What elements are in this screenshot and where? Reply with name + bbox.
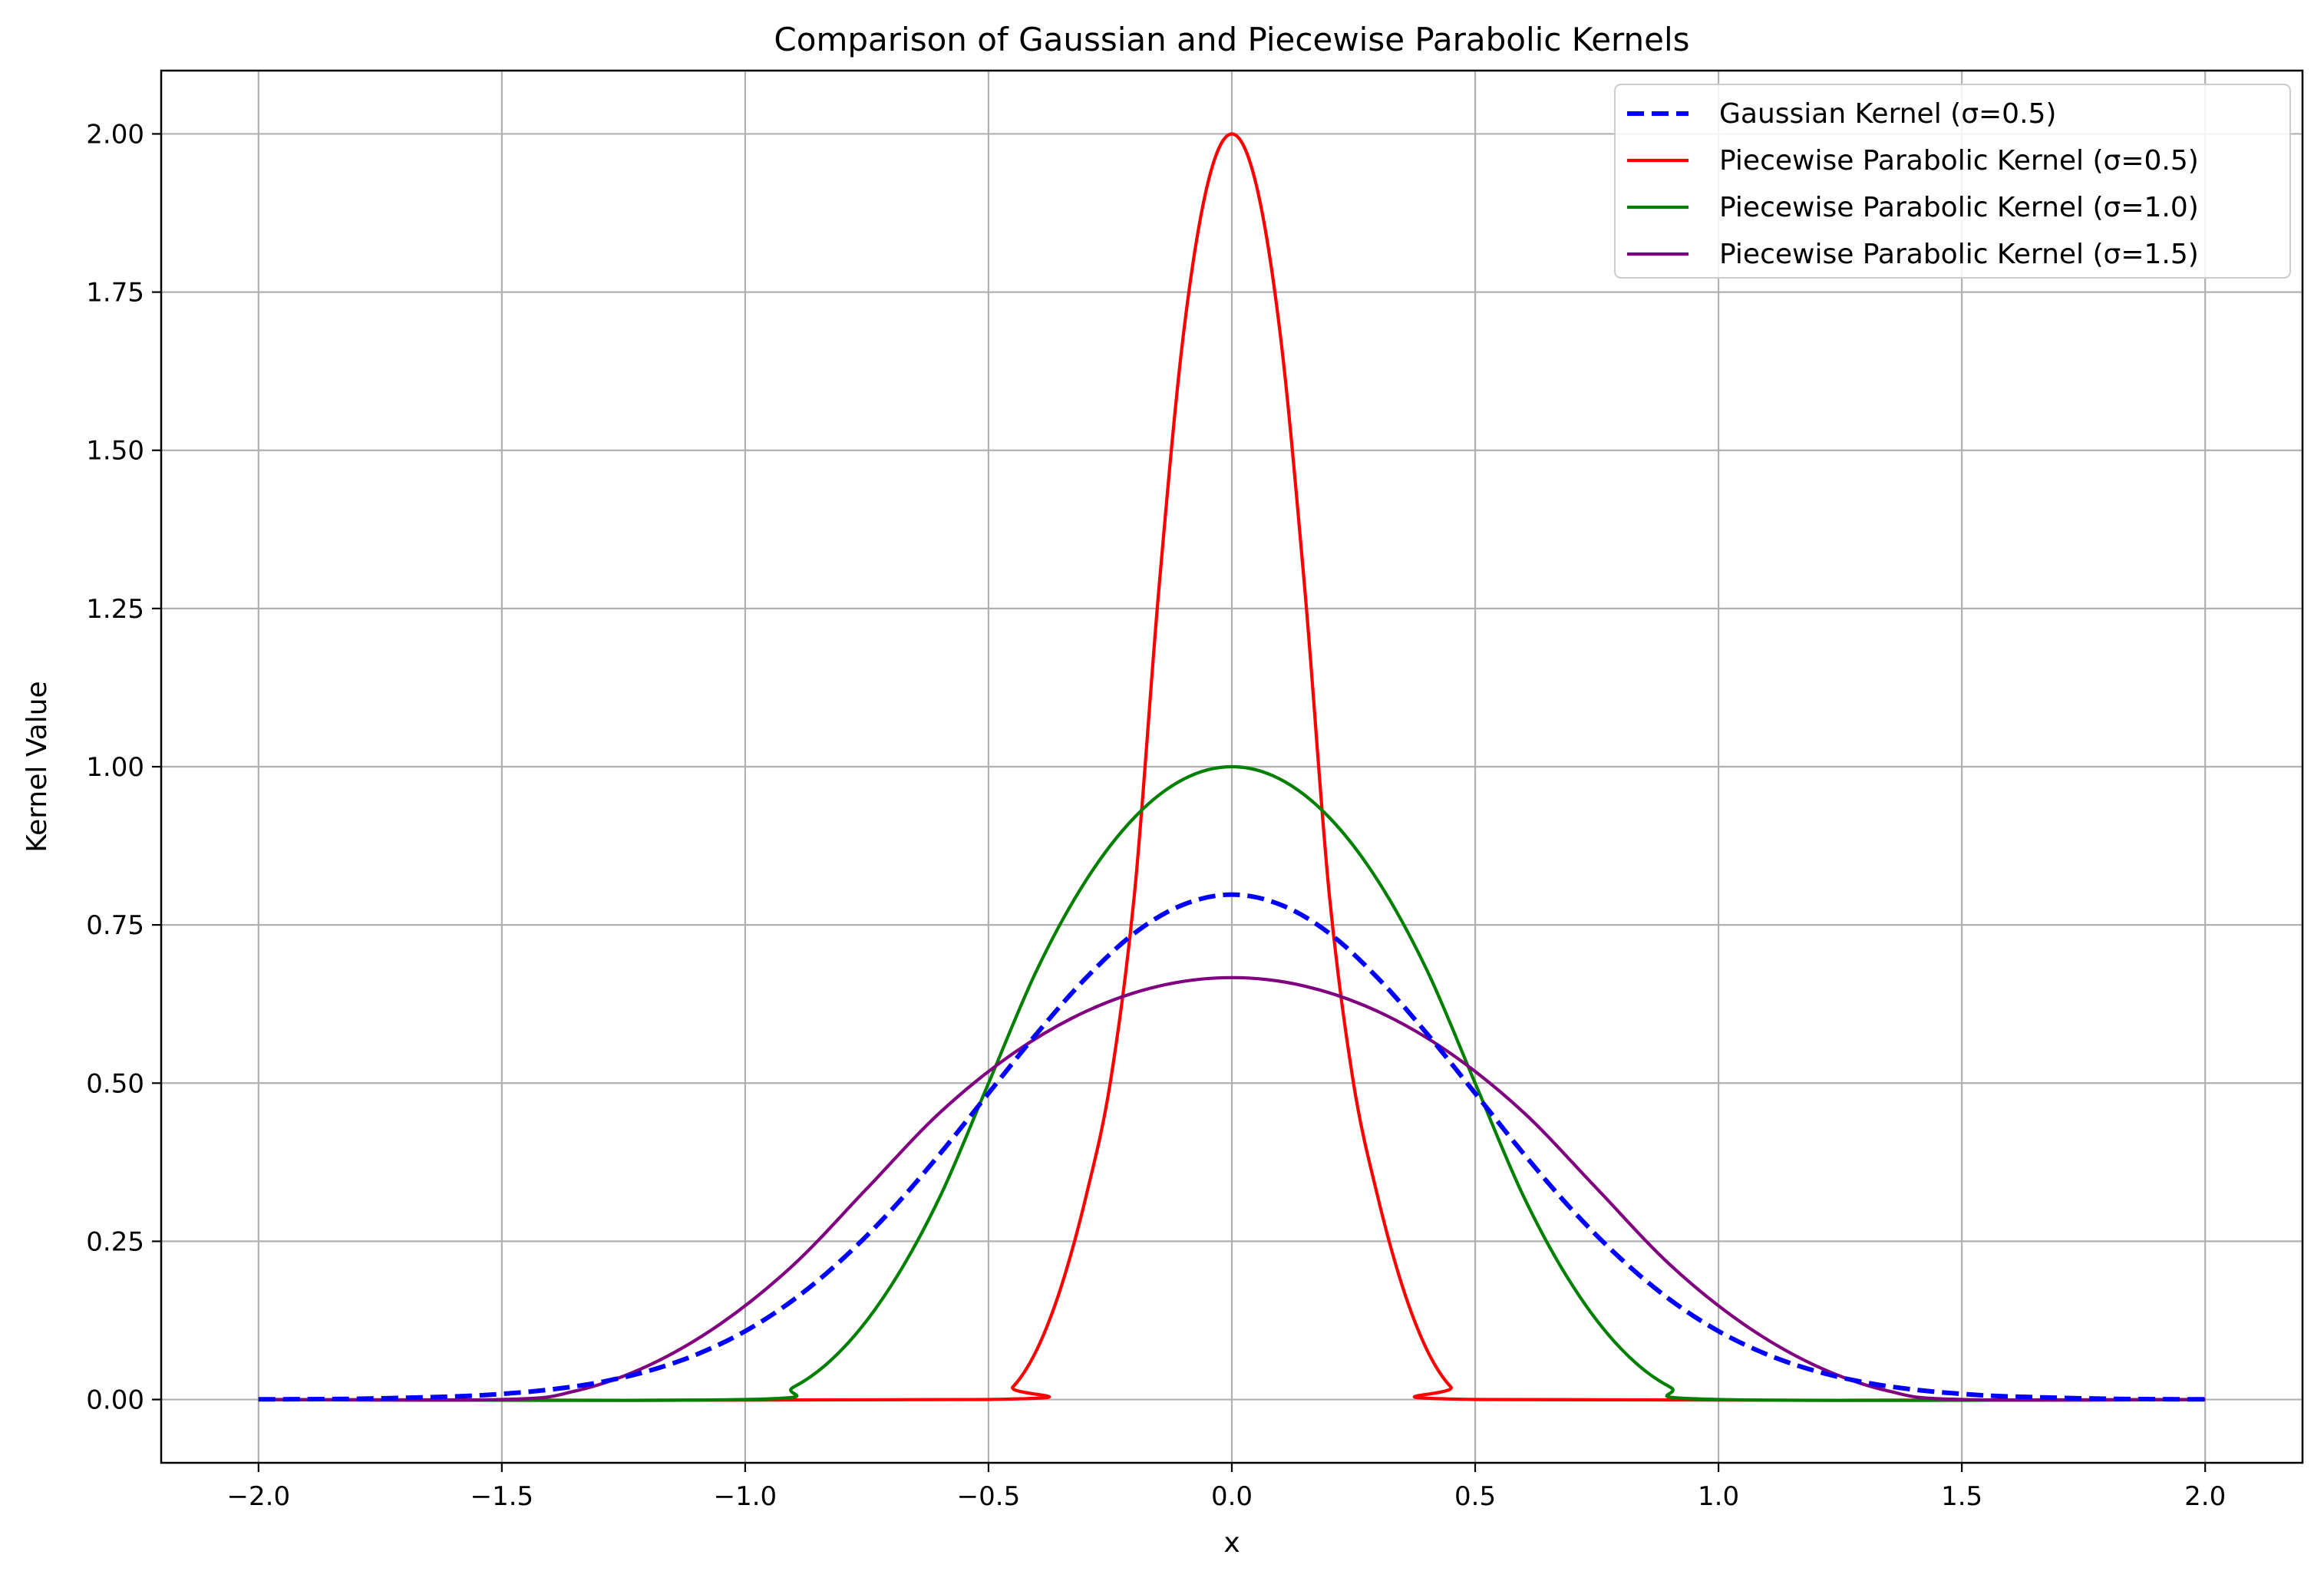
legend: Gaussian Kernel (σ=0.5) Piecewise Parabol… (1614, 84, 2291, 279)
axis-ticks: −2.0 −1.5 −1.0 −0.5 0.0 0.5 1.0 1.5 2.0 0.00 0.25 0… (86, 119, 2226, 1512)
x-tick-label: −1.0 (714, 1481, 777, 1512)
y-tick-label: 0.50 (86, 1068, 144, 1099)
legend-box (1614, 84, 2291, 279)
legend-label: Piecewise Parabolic Kernel (σ=0.5) (1719, 145, 2199, 177)
y-tick-label: 2.00 (86, 119, 144, 150)
y-axis-label: Kernel Value (21, 681, 53, 852)
x-tick-label: 1.0 (1698, 1481, 1739, 1512)
y-tick-label: 1.50 (86, 436, 144, 467)
x-tick-label: 2.0 (2184, 1481, 2226, 1512)
series-line-2 (258, 132, 2206, 1402)
series-line-3 (258, 764, 2206, 1402)
x-tick-label: 0.0 (1211, 1481, 1253, 1512)
legend-label: Piecewise Parabolic Kernel (σ=1.0) (1719, 192, 2199, 223)
legend-label: Piecewise Parabolic Kernel (σ=1.5) (1719, 239, 2199, 270)
y-tick-label: 1.75 (86, 278, 144, 309)
x-tick-label: −1.5 (470, 1481, 534, 1512)
y-tick-label: 0.25 (86, 1226, 144, 1257)
chart-title: Comparison of Gaussian and Piecewise Par… (774, 21, 1689, 58)
series-lines (258, 132, 2206, 1402)
x-tick-label: 1.5 (1941, 1481, 1982, 1512)
x-tick-label: −2.0 (227, 1481, 291, 1512)
y-tick-label: 0.75 (86, 910, 144, 941)
series-line-1 (258, 892, 2206, 1402)
series-line-4 (258, 975, 2206, 1402)
y-tick-label: 0.00 (86, 1385, 144, 1416)
y-tick-label: 1.00 (86, 752, 144, 783)
y-tick-label: 1.25 (86, 594, 144, 625)
x-axis-label: x (1223, 1527, 1240, 1559)
x-tick-label: 0.5 (1454, 1481, 1496, 1512)
x-tick-label: −0.5 (957, 1481, 1021, 1512)
legend-label: Gaussian Kernel (σ=0.5) (1719, 98, 2056, 130)
